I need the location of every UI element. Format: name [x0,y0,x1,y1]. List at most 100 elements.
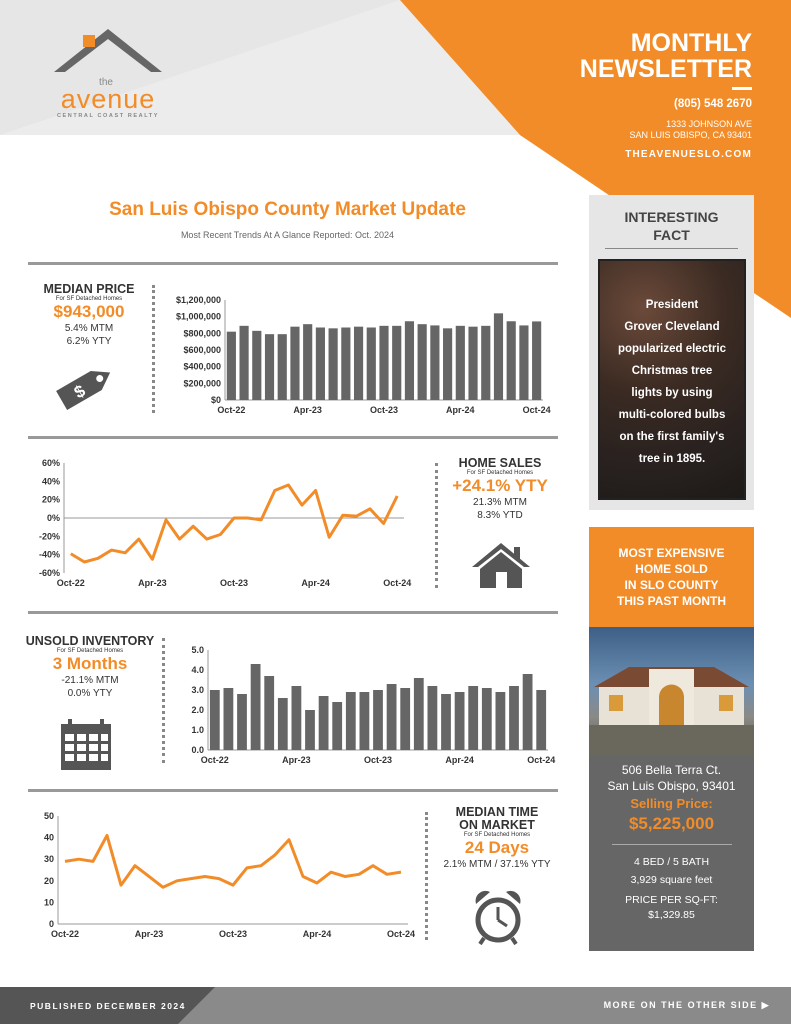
inventory-chart: 0.0 1.0 2.0 3.0 4.0 5.0 Oct-22 Apr-23 Oct-23 Apr-… [191,645,555,765]
x-tick-label: Oct-22 [217,405,245,415]
dotted-separator [152,285,155,413]
x-tick-label: Oct-23 [219,929,247,939]
house-icon [472,543,530,588]
stat-value: +24.1% YTY [452,476,548,495]
x-tick-label: Apr-23 [293,405,322,415]
stat-sub: For SF Detached Homes [466,470,534,476]
bar [413,678,424,750]
bar [291,686,302,750]
fact-rule [605,248,738,249]
bar [332,702,343,750]
bar [532,321,542,400]
x-tick-label: Oct-23 [370,405,398,415]
stat-sub: For SF Detached Homes [463,832,531,838]
published-date: PUBLISHED DECEMBER 2024 [30,1001,186,1011]
x-tick-label: Oct-23 [364,755,392,765]
y-tick-label: 4.0 [191,665,204,675]
stat-value: 24 Days [464,838,530,857]
section-divider [28,436,558,439]
section-divider [28,789,558,792]
website-link[interactable]: THEAVENUESLO.COM [625,149,752,160]
bar [264,334,275,400]
bar [481,688,492,750]
bar [536,690,547,750]
bar [252,330,262,400]
stat-heading: MEDIAN PRICE [43,282,135,296]
expensive-rule [612,844,732,845]
y-tick-label: 0 [49,919,54,929]
christmas-tree-image [598,259,746,500]
fact-text: President Grover Cleveland popularized e… [617,299,726,465]
bar [209,690,220,750]
y-tick-label: $400,000 [183,362,221,372]
y-tick-label: 10 [44,897,54,907]
y-tick-label: $600,000 [183,345,221,355]
stat-heading: UNSOLD INVENTORY [25,634,155,648]
x-tick-label: Oct-22 [51,929,79,939]
bar [443,328,453,400]
bar [430,325,440,400]
bar [226,331,236,400]
stat-yty: 6.2% YTY [66,336,112,347]
bar [493,313,504,400]
y-tick-label: 0% [47,513,60,523]
section-divider [28,262,558,265]
price-tag-icon: $ [56,370,111,411]
time-on-market-stat: MEDIAN TIME ON MARKET For SF Detached Ho… [432,806,562,871]
more-other-side-link[interactable]: MORE ON THE OTHER SIDE ▶ [603,1000,770,1010]
y-tick-label: 3.0 [191,685,204,695]
stat-sub: For SF Detached Homes [56,648,124,654]
address: 1333 JOHNSON AVE SAN LUIS OBISPO, CA 934… [629,119,752,140]
median-price-chart: $0 $200,000 $400,000 $600,000 $800,000 $1,000… [176,295,551,415]
x-tick-label: Oct-24 [523,405,551,415]
y-tick-label: $1,000,000 [176,312,221,322]
alarm-clock-icon [475,890,521,946]
title-rule [732,87,752,90]
bar [506,321,516,400]
x-tick-label: Oct-22 [201,755,229,765]
series-line [64,833,402,889]
x-tick-label: Apr-24 [445,755,474,765]
bar [468,326,478,400]
bar [359,692,370,750]
logo-the: the [99,77,113,88]
home-specs: 4 BED / 5 BATH 3,929 square feet [630,856,713,886]
expensive-home-header [589,527,754,627]
bar [417,324,427,400]
time-on-market-chart: 0 10 20 30 40 50 Oct-22 Apr-23 Oct-23 Apr-24 Oct-2… [44,811,415,939]
house-photo-illustration [589,667,754,755]
stat-value: $943,000 [53,302,125,321]
bar [404,321,415,400]
price-per-sqft: PRICE PER SQ-FT: $1,329.85 [625,894,718,921]
dotted-separator [425,812,428,940]
bar [481,325,491,400]
stat-value: 3 Months [52,654,128,673]
bar [441,694,451,750]
calendar-icon [61,719,111,770]
house-photo [589,627,754,755]
bar [341,327,351,400]
bar [303,324,313,400]
stat-change: 2.1% MTM / 37.1% YTY [443,859,551,870]
bar [223,688,234,750]
x-tick-label: Oct-22 [57,578,85,588]
x-tick-label: Oct-24 [383,578,411,588]
x-tick-label: Apr-24 [446,405,475,415]
stat-yty: 0.0% YTY [67,688,113,699]
bar [290,326,300,400]
y-tick-label: 60% [42,458,60,468]
x-tick-label: Oct-24 [387,929,415,939]
bar [305,710,315,750]
x-tick-label: Apr-24 [301,578,330,588]
bar [522,674,533,750]
y-tick-label: $200,000 [183,378,221,388]
bar [392,325,402,400]
phone-number: (805) 548 2670 [673,98,752,110]
newsletter-title: MONTHLY NEWSLETTER [579,29,752,83]
logo-tagline: CENTRAL COAST REALTY [56,113,160,119]
dotted-separator [435,463,438,588]
logo-name: avenue [60,84,156,114]
bar [315,327,325,400]
selling-price: $5,225,000 [628,814,715,833]
y-tick-label: -40% [39,550,60,560]
